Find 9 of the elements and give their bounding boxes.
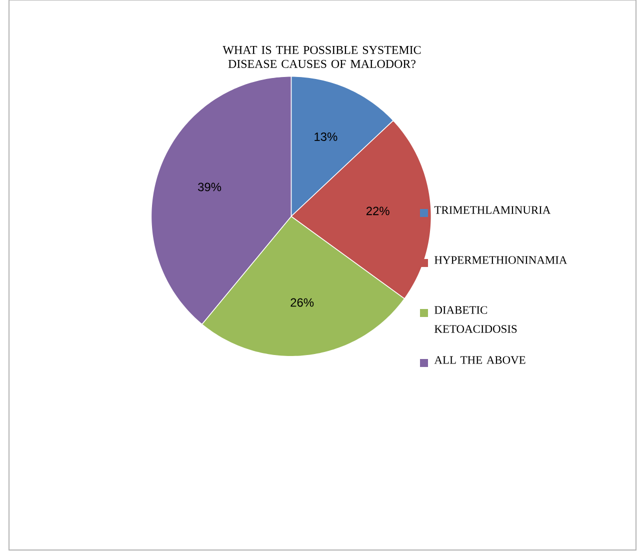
data-label: 13% bbox=[314, 132, 338, 141]
chart-title: WHAT IS THE POSSIBLE SYSTEMIC DISEASE CAUSES OF MALODOR? bbox=[222, 46, 421, 68]
legend-label: HYPERMETHIONINAMIA bbox=[434, 256, 568, 264]
data-label: 39% bbox=[198, 182, 222, 192]
data-label: 26% bbox=[290, 298, 314, 307]
legend-label: ALL THE ABOVE bbox=[434, 356, 526, 364]
legend-label: DIABETIC KETOACIDOSIS bbox=[434, 306, 517, 333]
data-label: 22% bbox=[366, 206, 390, 216]
legend-label: TRIMETHLAMINURIA bbox=[434, 206, 551, 214]
